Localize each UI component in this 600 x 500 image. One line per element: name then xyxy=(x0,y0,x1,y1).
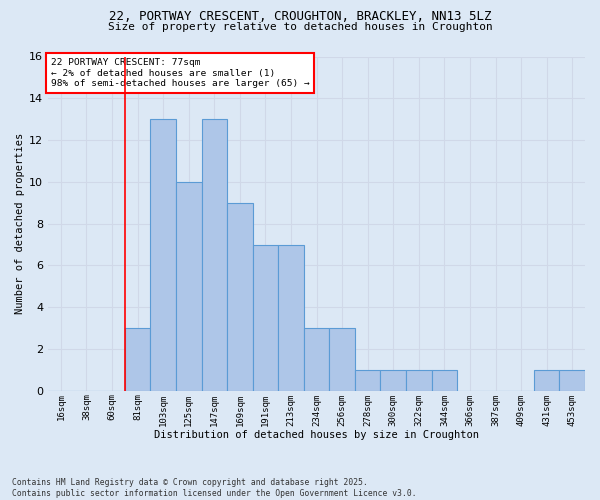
Bar xyxy=(125,328,151,391)
Bar xyxy=(202,119,227,391)
Text: Size of property relative to detached houses in Croughton: Size of property relative to detached ho… xyxy=(107,22,493,32)
Bar xyxy=(559,370,585,391)
Bar xyxy=(380,370,406,391)
Bar xyxy=(253,244,278,391)
Text: 22, PORTWAY CRESCENT, CROUGHTON, BRACKLEY, NN13 5LZ: 22, PORTWAY CRESCENT, CROUGHTON, BRACKLE… xyxy=(109,10,491,23)
Bar xyxy=(278,244,304,391)
Bar xyxy=(304,328,329,391)
Bar xyxy=(151,119,176,391)
Bar xyxy=(431,370,457,391)
Bar xyxy=(227,203,253,391)
Text: 22 PORTWAY CRESCENT: 77sqm
← 2% of detached houses are smaller (1)
98% of semi-d: 22 PORTWAY CRESCENT: 77sqm ← 2% of detac… xyxy=(51,58,310,88)
Bar xyxy=(329,328,355,391)
X-axis label: Distribution of detached houses by size in Croughton: Distribution of detached houses by size … xyxy=(154,430,479,440)
Bar xyxy=(534,370,559,391)
Y-axis label: Number of detached properties: Number of detached properties xyxy=(15,133,25,314)
Text: Contains HM Land Registry data © Crown copyright and database right 2025.
Contai: Contains HM Land Registry data © Crown c… xyxy=(12,478,416,498)
Bar xyxy=(355,370,380,391)
Bar xyxy=(406,370,431,391)
Bar xyxy=(176,182,202,391)
